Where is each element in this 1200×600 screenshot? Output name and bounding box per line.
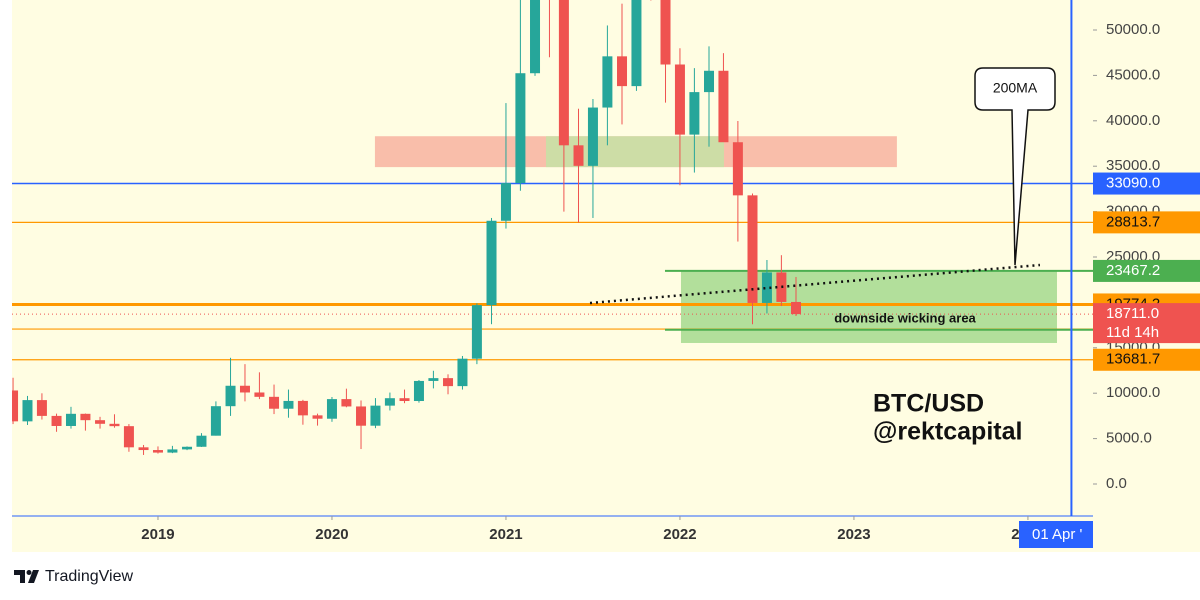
price-badge-label: 23467.2 [1106,262,1160,279]
candle-body [210,406,221,436]
x-tick-label: 2021 [489,526,522,543]
x-tick-label: 2019 [141,526,174,543]
candle-body [326,399,337,419]
candle-body [283,400,294,409]
ma-callout [974,67,1056,266]
candle-body [674,64,685,135]
candle-body [225,385,236,407]
cursor-label: 01 Apr ' [1032,526,1083,543]
candle-body [413,380,424,402]
candle-body [22,400,33,422]
price-badge-label: 13681.7 [1106,351,1160,368]
candle-body [587,107,598,166]
candle-body [254,392,265,397]
zone [680,270,1057,343]
price-badge-label: 18711.0 [1106,305,1159,322]
candle-body [95,420,106,424]
candle-body [660,0,671,65]
candle-body [486,220,497,306]
candle-body [384,398,395,406]
price-badge [1093,348,1200,371]
candle-body [631,0,642,87]
y-tick-label: 10000.0 [1106,384,1160,401]
candle-body [36,400,47,416]
y-tick-label: 35000.0 [1106,157,1160,174]
brand-logo [14,570,39,583]
price-badge-label: 33090.0 [1106,175,1160,192]
candle-body [12,390,19,422]
x-tick-label: 2020 [315,526,348,543]
ma-label: 200MA [993,80,1038,96]
candle-body [515,73,526,184]
candle-body [573,145,584,166]
price-badge [1093,303,1200,344]
candle-body [732,142,743,196]
candle-body [500,183,511,221]
watermark: BTC/USD [873,390,984,418]
candle-body [80,413,91,421]
candle-body [196,435,207,447]
candle-body [312,415,323,419]
candle-body [530,0,541,74]
y-tick-label: 5000.0 [1106,430,1152,447]
cursor-label-bg [1019,521,1093,548]
candle-body [341,399,352,407]
y-tick-label: 45000.0 [1106,66,1160,83]
candle-body [152,450,163,453]
candle-body [370,405,381,426]
candle-body [689,92,700,135]
x-tick-label: 2023 [837,526,870,543]
watermark: @rektcapital [873,418,1022,446]
candle-body [65,413,76,426]
price-badge [1093,259,1200,282]
candle-body [617,56,628,87]
candle-body [443,378,454,387]
candle-body [399,398,410,402]
price-badge [1093,172,1200,195]
candle-body [167,449,178,453]
candle-body [138,447,149,451]
zone-label: downside wicking area [834,310,976,325]
price-badge-label: 28813.7 [1106,213,1160,230]
candle-body [471,305,482,359]
brand: TradingView [45,568,133,585]
candle-body [239,385,250,393]
candle-body [51,415,62,426]
candle-body [747,195,758,303]
y-tick-label: 40000.0 [1106,112,1160,129]
zone [545,136,724,168]
y-tick-label: 0.0 [1106,475,1127,492]
candle-body [558,0,569,146]
candle-body [718,70,729,143]
y-tick-label: 50000.0 [1106,21,1160,38]
candle-body [297,400,308,416]
candle-body [356,406,367,426]
price-badge-label: 11d 14h [1106,324,1159,341]
candle-body [182,446,193,450]
price-badge [1093,211,1200,234]
candle-body [761,272,772,303]
candle-body [457,358,468,387]
candle-body [602,56,613,108]
candle-body [790,301,801,315]
candle-body [704,70,715,93]
candle-body [428,378,439,381]
x-tick-label: 2022 [663,526,696,543]
candle-body [269,396,280,409]
candle-body [123,426,134,448]
candle-body [109,423,120,427]
